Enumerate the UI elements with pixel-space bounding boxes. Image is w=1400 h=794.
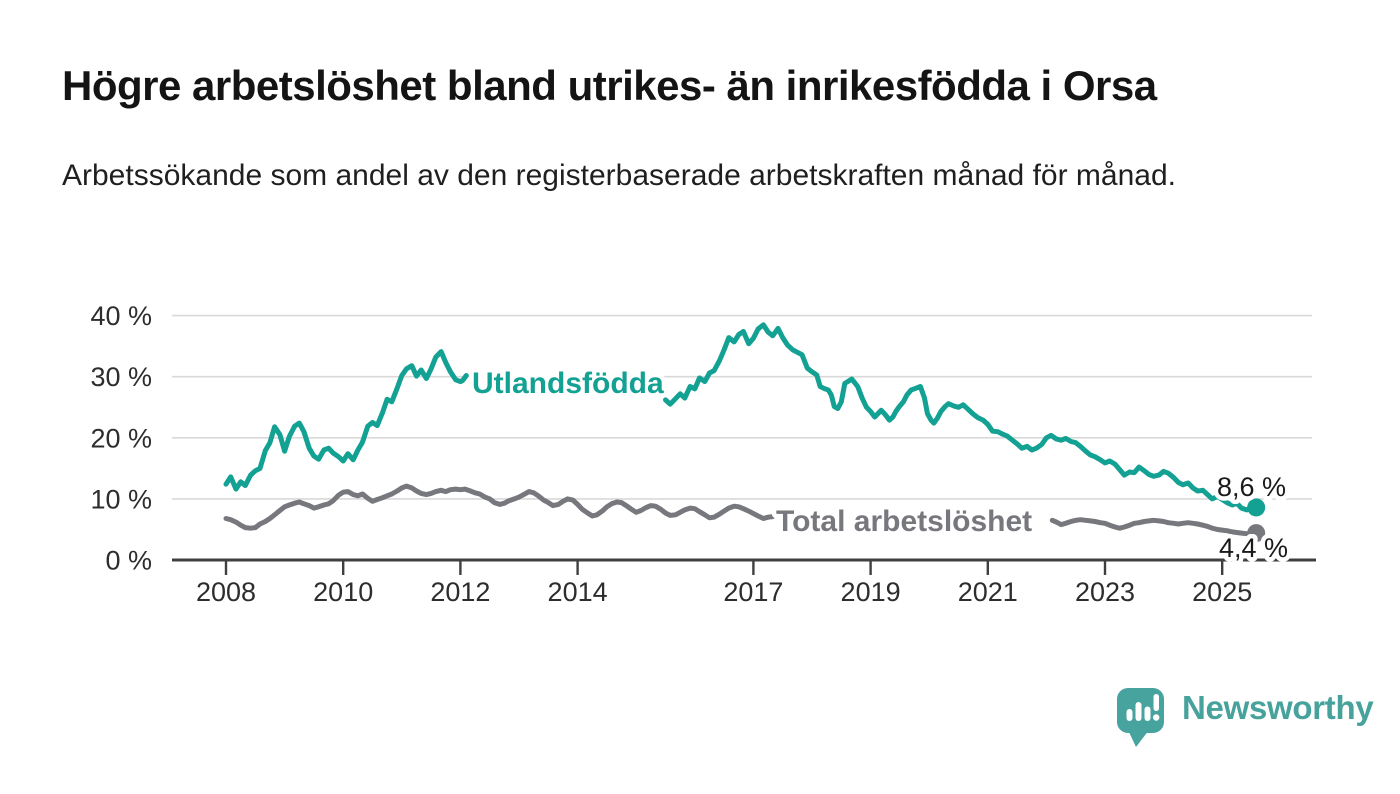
x-tick-label: 2019 [841, 577, 901, 607]
x-tick-label: 2017 [723, 577, 783, 607]
x-tick-label: 2025 [1192, 577, 1252, 607]
newsworthy-logo: Newsworthy [1117, 688, 1375, 747]
y-tick-label: 40 % [90, 301, 152, 331]
x-tick-label: 2021 [958, 577, 1018, 607]
series-label-utlandsfodda: Utlandsfödda [472, 367, 664, 400]
series-end-dots [1247, 498, 1266, 543]
gridlines [172, 314, 1312, 500]
y-tick-label: 10 % [90, 484, 152, 514]
series-end-dot-utlandsfodda [1247, 498, 1266, 517]
page-subtitle: Arbetssökande som andel av den registerb… [62, 159, 1176, 192]
y-tick-label: 20 % [90, 423, 152, 453]
series-line-total [1049, 517, 1259, 537]
x-tick-label: 2023 [1075, 577, 1135, 607]
series-line-total [223, 483, 776, 531]
series-line-utlandsfodda [223, 349, 469, 492]
x-tick-label: 2012 [430, 577, 490, 607]
series-line-utlandsfodda [663, 322, 1259, 513]
x-tick-label: 2014 [548, 577, 608, 607]
series-label-total-arbetsloshet: Total arbetslöshet [776, 505, 1032, 538]
bar-chart-speech-bubble-icon [1117, 688, 1164, 747]
x-tick-label: 2010 [313, 577, 373, 607]
x-axis-ticks [224, 561, 1224, 575]
y-tick-labels: 0 % 10 % 20 % 30 % 40 % [90, 301, 152, 575]
end-value-label-total: 4,4 % [1219, 533, 1288, 563]
x-tick-label: 2008 [196, 577, 256, 607]
page-title: Högre arbetslöshet bland utrikes- än inr… [62, 62, 1157, 109]
x-tick-labels: 2008 2010 2012 2014 2017 2019 2021 2023 2025 [196, 577, 1252, 607]
end-value-label-utlandsfodda: 8,6 % [1217, 472, 1286, 502]
y-tick-label: 0 % [105, 546, 152, 576]
newsworthy-wordmark: Newsworthy [1182, 689, 1374, 726]
series-lines [223, 322, 1259, 537]
y-tick-label: 30 % [90, 362, 152, 392]
series-end-dot-total [1247, 524, 1266, 543]
